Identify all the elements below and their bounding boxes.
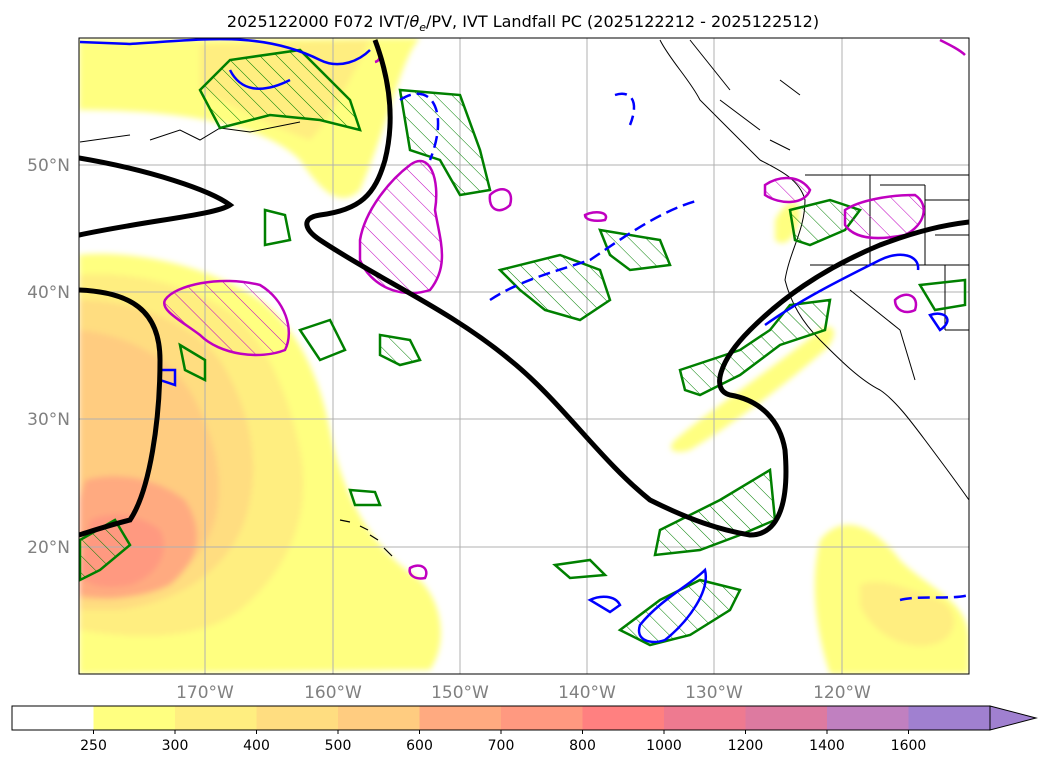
colorbar-segment	[12, 706, 94, 730]
theta-e-contours	[79, 38, 969, 644]
colorbar-segment	[745, 706, 828, 730]
lat-tick-50n: 50°N	[27, 156, 70, 176]
lon-tick-120w: 120°W	[813, 683, 871, 703]
lat-tick-40n: 40°N	[27, 283, 70, 303]
colorbar-segment	[664, 706, 746, 730]
map-title: 2025122000 F072 IVT/θe/PV, IVT Landfall …	[227, 12, 819, 34]
lat-tick-labels: 50°N 40°N 30°N 20°N	[27, 156, 70, 558]
colorbar-tick-label: 1400	[809, 738, 845, 754]
ivt-contour-lines	[79, 39, 969, 538]
colorbar-tick-label: 250	[80, 738, 107, 754]
colorbar-tick-label: 1200	[728, 738, 764, 754]
colorbar-tick-label: 500	[325, 738, 352, 754]
lon-tick-130w: 130°W	[685, 683, 743, 703]
colorbar-extend-arrow	[989, 705, 1038, 731]
colorbar-tick-label: 400	[243, 738, 270, 754]
lon-tick-170w: 170°W	[176, 683, 234, 703]
colorbar-segment	[582, 706, 665, 730]
colorbar: 250 300 400 500 600 700 800 1000 1200 1400 1600	[11, 705, 1038, 754]
colorbar-segment	[501, 706, 583, 730]
pv-contours	[79, 48, 967, 647]
map-frame	[78, 37, 970, 675]
colorbar-segment	[419, 706, 502, 730]
colorbar-tick-label: 800	[569, 738, 596, 754]
colorbar-tick-label: 600	[406, 738, 433, 754]
colorbar-segment	[256, 706, 339, 730]
landfall-pc-contours	[163, 38, 966, 580]
lat-tick-30n: 30°N	[27, 410, 70, 430]
colorbar-segment	[908, 706, 991, 730]
lon-tick-150w: 150°W	[431, 683, 489, 703]
lat-tick-20n: 20°N	[27, 538, 70, 558]
colorbar-segment	[338, 706, 420, 730]
colorbar-segment	[175, 706, 257, 730]
colorbar-segment	[827, 706, 909, 730]
colorbar-tick-label: 1000	[646, 738, 682, 754]
colorbar-tick-label: 700	[488, 738, 515, 754]
lon-tick-160w: 160°W	[304, 683, 362, 703]
colorbar-tick-label: 300	[162, 738, 189, 754]
map-panel	[79, 38, 969, 674]
lon-tick-labels: 170°W 160°W 150°W 140°W 130°W 120°W	[176, 683, 871, 703]
colorbar-tick-label: 1600	[891, 738, 927, 754]
colorbar-segment	[93, 706, 176, 730]
lon-tick-140w: 140°W	[558, 683, 616, 703]
